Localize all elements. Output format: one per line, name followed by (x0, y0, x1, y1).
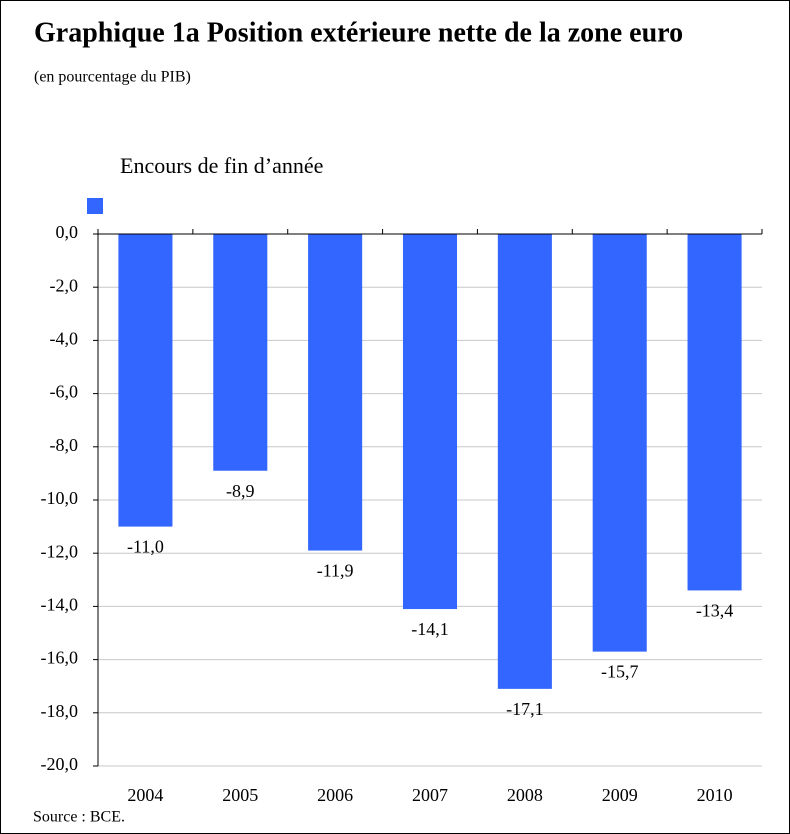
chart-subtitle: (en pourcentage du PIB) (34, 69, 191, 86)
data-label: -13,4 (696, 601, 734, 621)
y-tick-label: -4,0 (50, 329, 79, 349)
y-tick-label: -8,0 (50, 435, 79, 455)
data-label: -11,0 (127, 537, 164, 557)
y-tick-label: -6,0 (50, 382, 79, 402)
y-tick-label: -2,0 (50, 275, 79, 295)
source: Source : BCE. (33, 809, 125, 826)
y-tick-label: -14,0 (41, 595, 79, 615)
x-tick-label: 2007 (412, 785, 448, 805)
bar (687, 234, 742, 591)
bar (118, 234, 173, 527)
bar (308, 234, 363, 551)
data-label: -14,1 (411, 619, 449, 639)
x-tick-label: 2008 (507, 785, 543, 805)
data-label: -15,7 (601, 662, 639, 682)
legend-swatch (87, 198, 103, 214)
x-tick-label: 2010 (697, 785, 733, 805)
data-label: -8,9 (226, 481, 255, 501)
chart-title: Graphique 1a Position extérieure nette d… (34, 17, 683, 48)
bar (213, 234, 268, 471)
x-tick-label: 2004 (127, 785, 163, 805)
y-tick-label: 0,0 (56, 222, 79, 242)
data-label: -11,9 (317, 561, 354, 581)
y-tick-label: -12,0 (41, 541, 79, 561)
x-tick-label: 2009 (602, 785, 638, 805)
bar (592, 234, 647, 652)
bar (402, 234, 458, 610)
bar (497, 234, 552, 689)
x-tick-label: 2005 (222, 785, 258, 805)
y-tick-label: -10,0 (41, 488, 79, 508)
data-label: -17,1 (506, 699, 544, 719)
x-tick-label: 2006 (317, 785, 353, 805)
y-tick-label: -16,0 (41, 648, 79, 668)
legend-label: Encours de fin d’année (120, 153, 323, 178)
y-tick-label: -18,0 (41, 701, 79, 721)
y-tick-label: -20,0 (41, 754, 79, 774)
